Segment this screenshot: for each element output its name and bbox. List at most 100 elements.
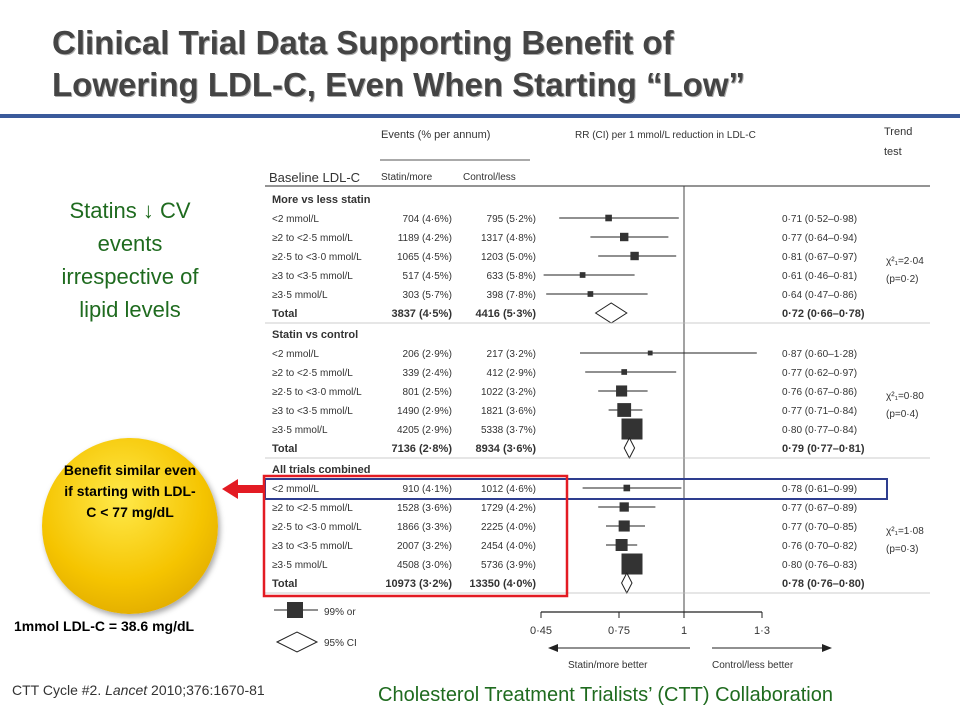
total-statin-events: 10973 (3·2%) (385, 578, 452, 590)
row-label: ≥2·5 to <3·0 mmol/L (272, 252, 362, 263)
estimate-box (616, 385, 628, 397)
col-baseline-header: Baseline LDL-C (269, 170, 360, 185)
col-statin-header: Statin/more (381, 172, 433, 183)
row-ci-text: 0·61 (0·46–0·81) (782, 271, 857, 282)
row-ci-text: 0·81 (0·67–0·97) (782, 252, 857, 263)
trend-test-chi: χ²₁=0·80 (886, 391, 924, 402)
col-control-header: Control/less (463, 172, 516, 183)
row-control-events: 2454 (4·0%) (481, 541, 536, 552)
estimate-box (618, 520, 630, 532)
left-direction-arrowhead (548, 644, 558, 652)
row-control-events: 1317 (4·8%) (481, 233, 536, 244)
legend-diamond-label: 95% CI (324, 638, 357, 649)
row-control-events: 5736 (3·9%) (481, 560, 536, 571)
header-trend: Trend (884, 126, 912, 138)
row-label: ≥2·5 to <3·0 mmol/L (272, 387, 362, 398)
total-statin-events: 3837 (4·5%) (391, 308, 452, 320)
conversion-note: 1mmol LDL-C = 38.6 mg/dL (14, 618, 195, 634)
highlight-red-box (262, 474, 569, 598)
x-left-label: Statin/more better (568, 660, 648, 671)
section-title: More vs less statin (272, 194, 371, 206)
row-control-events: 217 (3·2%) (487, 349, 536, 360)
row-ci-text: 0·76 (0·70–0·82) (782, 541, 857, 552)
row-statin-events: 910 (4·1%) (403, 484, 452, 495)
estimate-box (621, 553, 643, 575)
row-control-events: 633 (5·8%) (487, 271, 536, 282)
total-ci-text: 0·78 (0·76–0·80) (782, 578, 865, 590)
row-label: ≥3·5 mmol/L (272, 560, 328, 571)
row-label: <2 mmol/L (272, 484, 319, 495)
row-statin-events: 1065 (4·5%) (397, 252, 452, 263)
citation-journal: Lancet (105, 682, 148, 698)
benefit-callout-text: Benefit similar even if starting with LD… (63, 462, 197, 520)
row-ci-text: 0·77 (0·64–0·94) (782, 233, 857, 244)
row-control-events: 412 (2·9%) (487, 368, 536, 379)
header-rr: RR (CI) per 1 mmol/L reduction in LDL-C (575, 130, 756, 141)
row-control-events: 1203 (5·0%) (481, 252, 536, 263)
estimate-box (605, 214, 612, 222)
row-label: ≥2 to <2·5 mmol/L (272, 503, 353, 514)
row-control-events: 1012 (4·6%) (481, 484, 536, 495)
row-statin-events: 801 (2·5%) (403, 387, 452, 398)
total-label: Total (272, 308, 297, 320)
row-ci-text: 0·77 (0·71–0·84) (782, 406, 857, 417)
x-tick-label: 1·3 (754, 625, 770, 637)
slide-title: Clinical Trial Data Supporting Benefit o… (52, 22, 932, 106)
row-ci-text: 0·77 (0·70–0·85) (782, 522, 857, 533)
row-label: ≥3 to <3·5 mmol/L (272, 541, 353, 552)
row-statin-events: 206 (2·9%) (403, 349, 452, 360)
row-ci-text: 0·76 (0·67–0·86) (782, 387, 857, 398)
row-statin-events: 1490 (2·9%) (397, 406, 452, 417)
legend-diamond (275, 631, 319, 653)
row-control-events: 2225 (4·0%) (481, 522, 536, 533)
citation: CTT Cycle #2. Lancet 2010;376:1670-81 (12, 682, 265, 698)
row-control-events: 1821 (3·6%) (481, 406, 536, 417)
row-statin-events: 303 (5·7%) (403, 290, 452, 301)
row-statin-events: 1189 (4·2%) (398, 233, 452, 244)
row-control-events: 398 (7·8%) (487, 290, 536, 301)
section-title: All trials combined (272, 464, 370, 476)
total-control-events: 13350 (4·0%) (469, 578, 536, 590)
trend-test-chi: χ²₁=1·08 (886, 526, 924, 537)
row-ci-text: 0·71 (0·52–0·98) (782, 214, 857, 225)
trend-test-p: (p=0·2) (886, 274, 919, 285)
legend-box-label: 99% or (324, 607, 356, 618)
total-control-events: 8934 (3·6%) (475, 443, 536, 455)
section-title: Statin vs control (272, 329, 358, 341)
row-control-events: 5338 (3·7%) (481, 425, 536, 436)
right-direction-arrowhead (822, 644, 832, 652)
row-label: <2 mmol/L (272, 349, 319, 360)
estimate-box (615, 539, 628, 551)
citation-prefix: CTT Cycle #2. (12, 682, 106, 698)
title-underline (0, 114, 960, 118)
estimate-box (579, 272, 586, 278)
estimate-box (619, 502, 629, 512)
total-ci-text: 0·79 (0·77–0·81) (782, 443, 865, 455)
estimate-box (587, 291, 594, 297)
row-label: ≥2 to <2·5 mmol/L (272, 233, 353, 244)
row-ci-text: 0·78 (0·61–0·99) (782, 484, 857, 495)
estimate-box (630, 251, 639, 261)
x-right-label: Control/less better (712, 660, 794, 671)
row-statin-events: 4508 (3·0%) (397, 560, 452, 571)
row-control-events: 1022 (3·2%) (481, 387, 536, 398)
benefit-callout-bubble: Benefit similar even if starting with LD… (42, 438, 218, 614)
row-label: ≥3·5 mmol/L (272, 290, 328, 301)
row-label: ≥3 to <3·5 mmol/L (272, 271, 353, 282)
row-ci-text: 0·87 (0·60–1·28) (782, 349, 857, 360)
estimate-box (617, 403, 632, 417)
total-diamond (621, 571, 633, 595)
row-statin-events: 517 (4·5%) (403, 271, 452, 282)
total-control-events: 4416 (5·3%) (475, 308, 536, 320)
callout-arrow-icon (222, 479, 264, 499)
row-ci-text: 0·77 (0·62–0·97) (782, 368, 857, 379)
row-ci-text: 0·77 (0·67–0·89) (782, 503, 857, 514)
row-label: ≥3 to <3·5 mmol/L (272, 406, 353, 417)
row-label: ≥2·5 to <3·0 mmol/L (272, 522, 362, 533)
row-label: ≥2 to <2·5 mmol/L (272, 368, 353, 379)
header-trend-test: test (884, 146, 902, 158)
header-events: Events (% per annum) (381, 129, 490, 141)
trend-test-p: (p=0·4) (886, 409, 919, 420)
trend-test-chi: χ²₁=2·04 (886, 256, 924, 267)
